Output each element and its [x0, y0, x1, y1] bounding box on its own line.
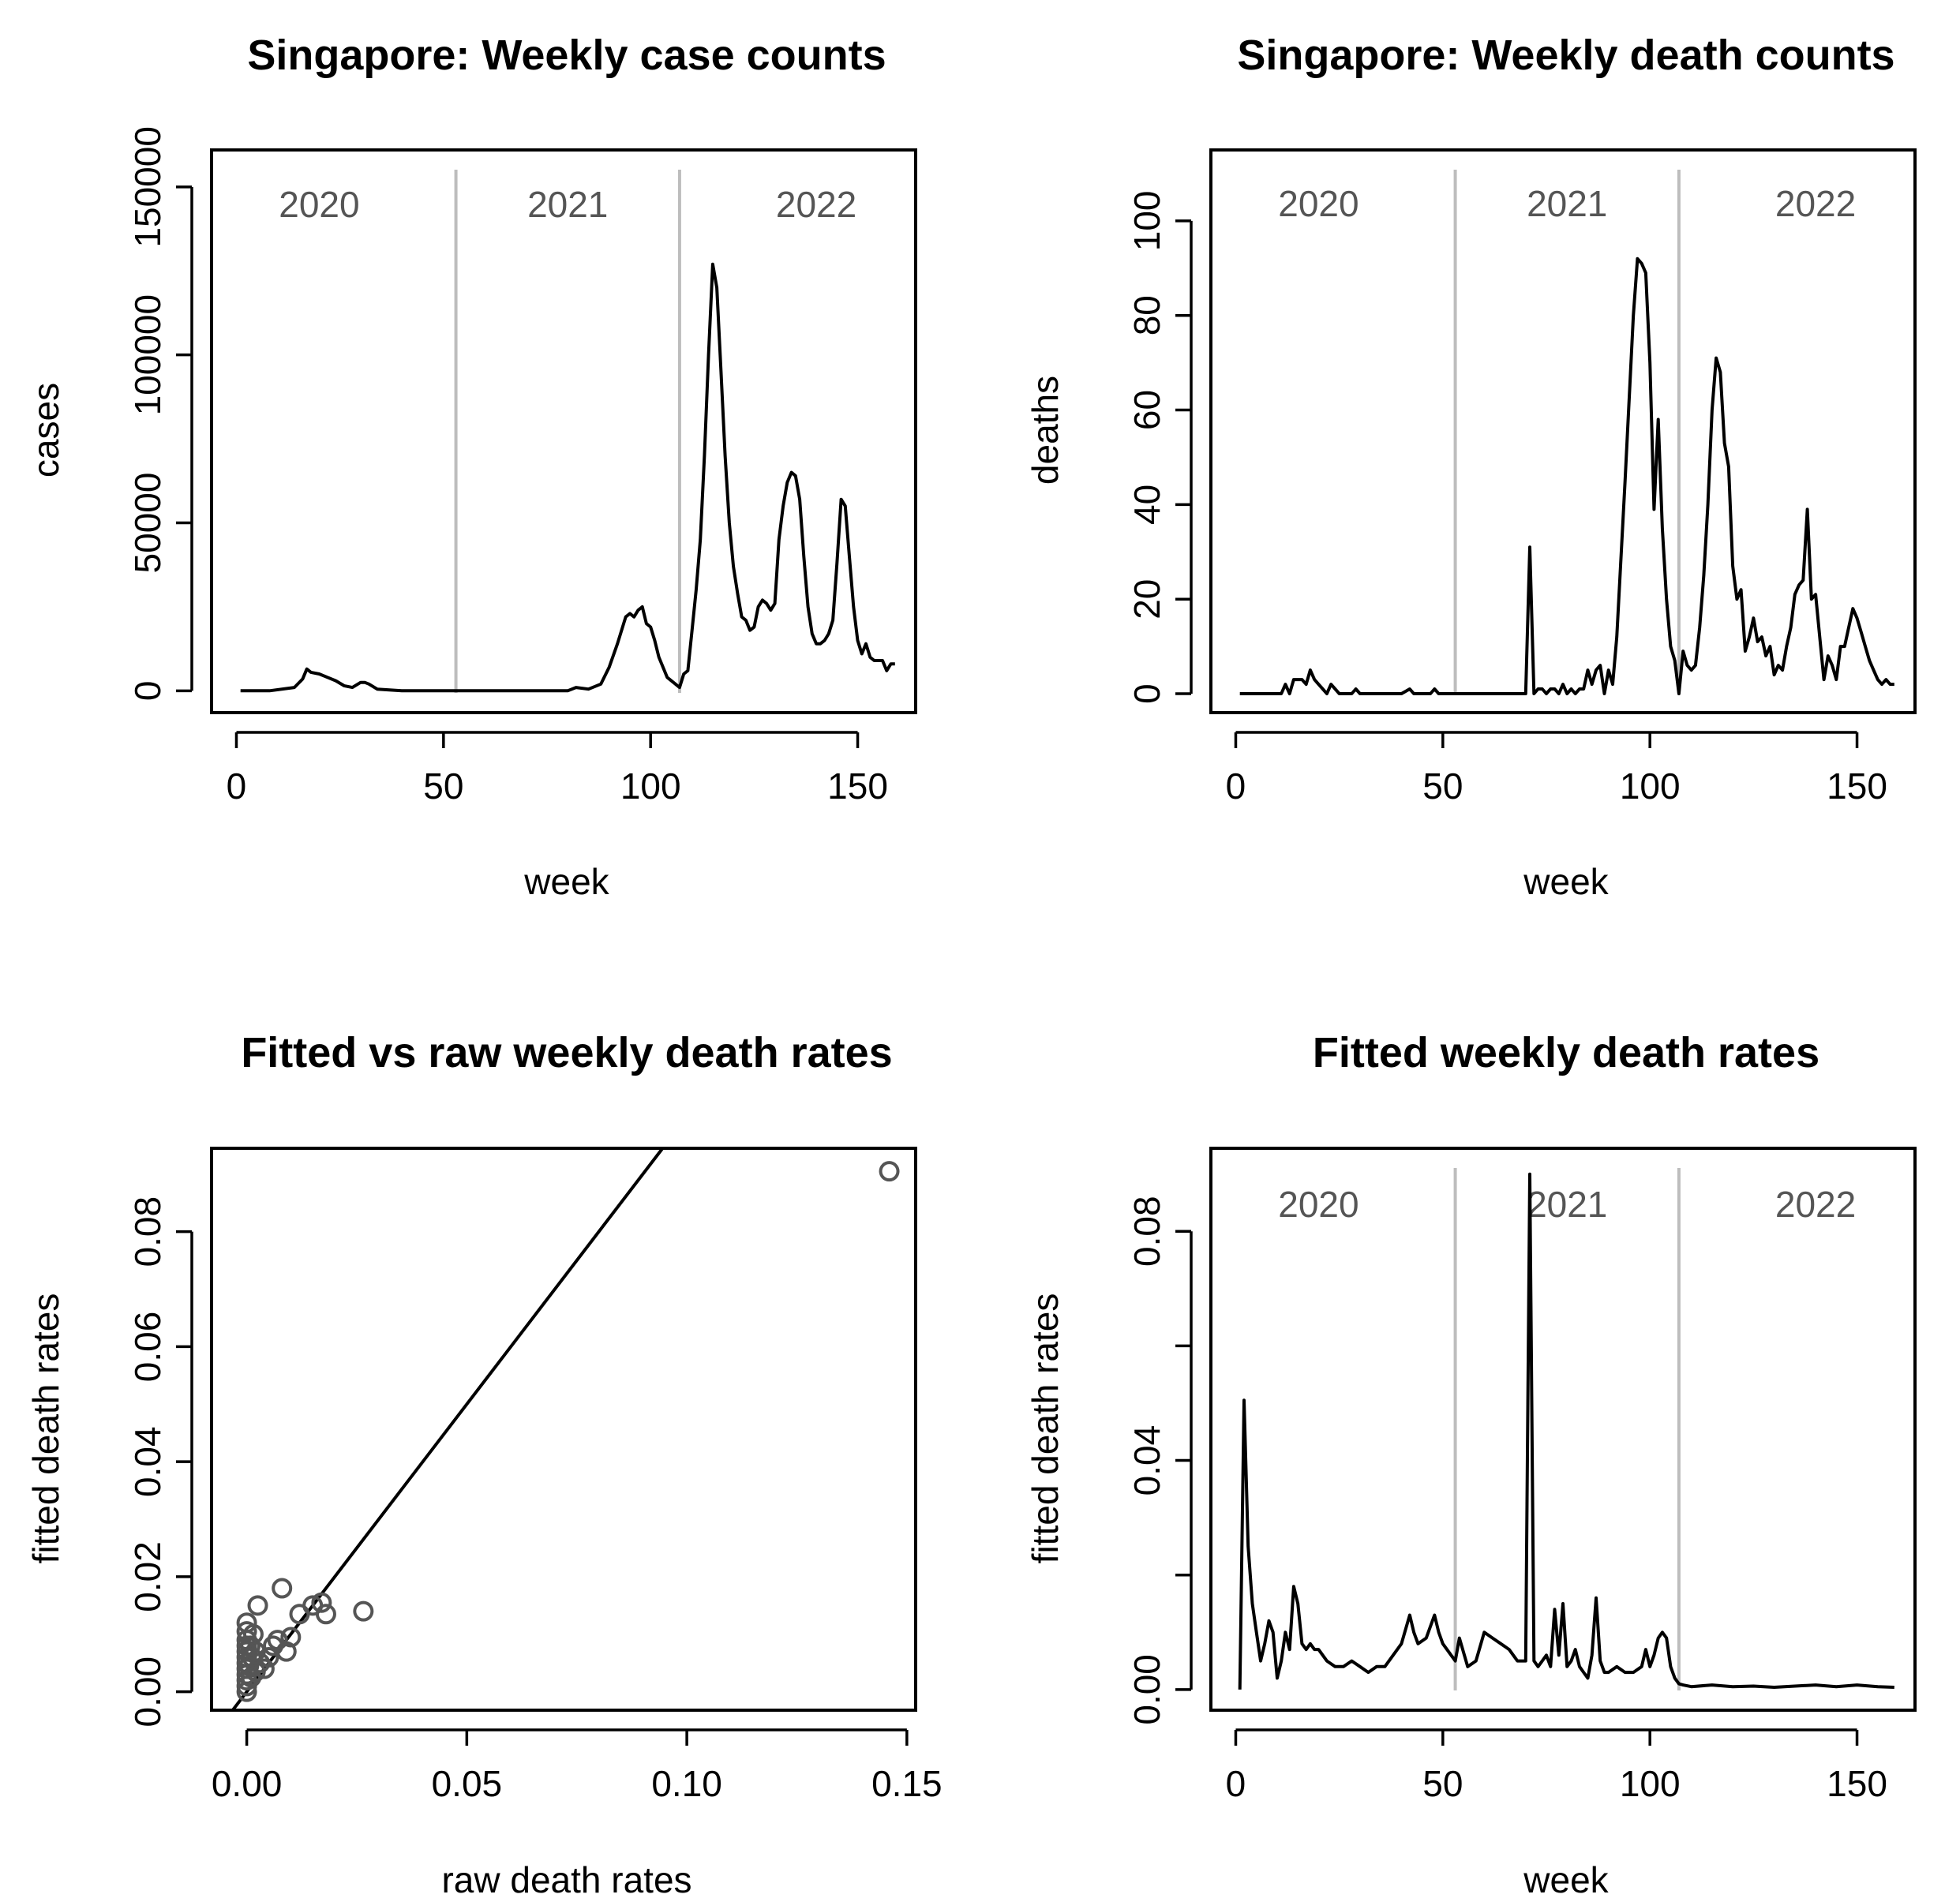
data-point	[280, 1627, 302, 1648]
year-label: 2022	[1775, 183, 1856, 224]
y-tick-label: 0.04	[1126, 1425, 1167, 1496]
y-tick-label: 150000	[127, 126, 168, 248]
x-tick-label: 0.05	[432, 1763, 503, 1804]
x-axis-label: raw death rates	[441, 1859, 691, 1898]
x-tick-label: 0	[227, 766, 247, 807]
plot-frame	[1209, 148, 1917, 714]
year-label: 2021	[527, 184, 608, 225]
panel-weekly-case-counts: Singapore: Weekly case counts week cases…	[25, 32, 917, 902]
panel-title: Fitted weekly death rates	[1313, 1029, 1819, 1076]
y-tick-label: 0.04	[127, 1426, 168, 1497]
x-tick-label: 150	[827, 766, 888, 807]
x-tick-label: 100	[1620, 1763, 1681, 1804]
y-tick-label: 60	[1126, 390, 1167, 430]
panel-fitted-vs-raw: Fitted vs raw weekly death rates raw dea…	[25, 1029, 943, 1898]
y-tick-label: 0.00	[1126, 1654, 1167, 1725]
panel-title: Singapore: Weekly death counts	[1237, 32, 1894, 79]
data-point	[272, 1578, 293, 1599]
x-axis-label: week	[1523, 861, 1609, 902]
data-point	[311, 1592, 332, 1613]
x-tick-label: 0	[1226, 766, 1246, 807]
data-point	[247, 1595, 268, 1616]
year-label: 2021	[1527, 183, 1607, 224]
year-label: 2020	[1278, 183, 1359, 224]
x-axis-label: week	[1523, 1859, 1609, 1898]
data-point	[879, 1161, 900, 1182]
panel-fitted-weekly-death-rates: Fitted weekly death rates week fitted de…	[1025, 1029, 1917, 1898]
y-tick-label: 0.00	[127, 1657, 168, 1728]
series-line	[1239, 256, 1894, 695]
x-tick-label: 100	[1620, 766, 1681, 807]
data-point	[353, 1600, 374, 1622]
x-tick-label: 0.00	[212, 1763, 283, 1804]
panel-title: Singapore: Weekly case counts	[247, 32, 886, 79]
x-tick-label: 0	[1226, 1763, 1246, 1804]
y-tick-label: 0	[1126, 683, 1167, 704]
data-point	[258, 1646, 279, 1668]
x-tick-label: 100	[620, 766, 681, 807]
x-tick-label: 50	[1422, 766, 1463, 807]
x-axis-label: week	[523, 861, 609, 902]
x-tick-label: 50	[423, 766, 463, 807]
year-label: 2020	[279, 184, 359, 225]
y-tick-label: 0.02	[127, 1541, 168, 1612]
identity-line	[231, 1147, 665, 1712]
y-tick-label: 50000	[127, 473, 168, 574]
year-label: 2022	[1775, 1184, 1856, 1225]
y-axis-label: fitted death rates	[25, 1293, 66, 1564]
y-axis-label: deaths	[1025, 376, 1066, 485]
year-label: 2022	[776, 184, 856, 225]
data-point	[253, 1658, 275, 1679]
data-point	[240, 1635, 261, 1657]
plot-frame	[1209, 1147, 1917, 1712]
y-tick-label: 0	[127, 681, 168, 702]
y-axis-label: fitted death rates	[1025, 1293, 1066, 1564]
x-tick-label: 150	[1827, 1763, 1887, 1804]
panel-weekly-death-counts: Singapore: Weekly death counts week deat…	[1025, 32, 1917, 902]
plot-frame	[210, 1147, 917, 1712]
x-tick-label: 50	[1422, 1763, 1463, 1804]
y-tick-label: 0.08	[1126, 1196, 1167, 1267]
series-line	[240, 262, 895, 693]
x-tick-label: 0.10	[651, 1763, 722, 1804]
series-line	[1238, 1172, 1894, 1690]
y-tick-label: 0.08	[127, 1196, 168, 1267]
year-label: 2021	[1527, 1184, 1607, 1225]
y-tick-label: 20	[1126, 579, 1167, 620]
plot-frame	[210, 148, 917, 714]
panel-title: Fitted vs raw weekly death rates	[241, 1029, 892, 1076]
x-tick-label: 0.15	[871, 1763, 943, 1804]
y-tick-label: 80	[1126, 295, 1167, 335]
year-label: 2020	[1278, 1184, 1359, 1225]
y-tick-label: 100000	[127, 294, 168, 415]
y-tick-label: 0.06	[127, 1312, 168, 1383]
x-tick-label: 150	[1827, 766, 1887, 807]
y-tick-label: 100	[1126, 190, 1167, 251]
y-tick-label: 40	[1126, 485, 1167, 525]
y-axis-label: cases	[25, 383, 66, 477]
data-point	[315, 1604, 336, 1625]
